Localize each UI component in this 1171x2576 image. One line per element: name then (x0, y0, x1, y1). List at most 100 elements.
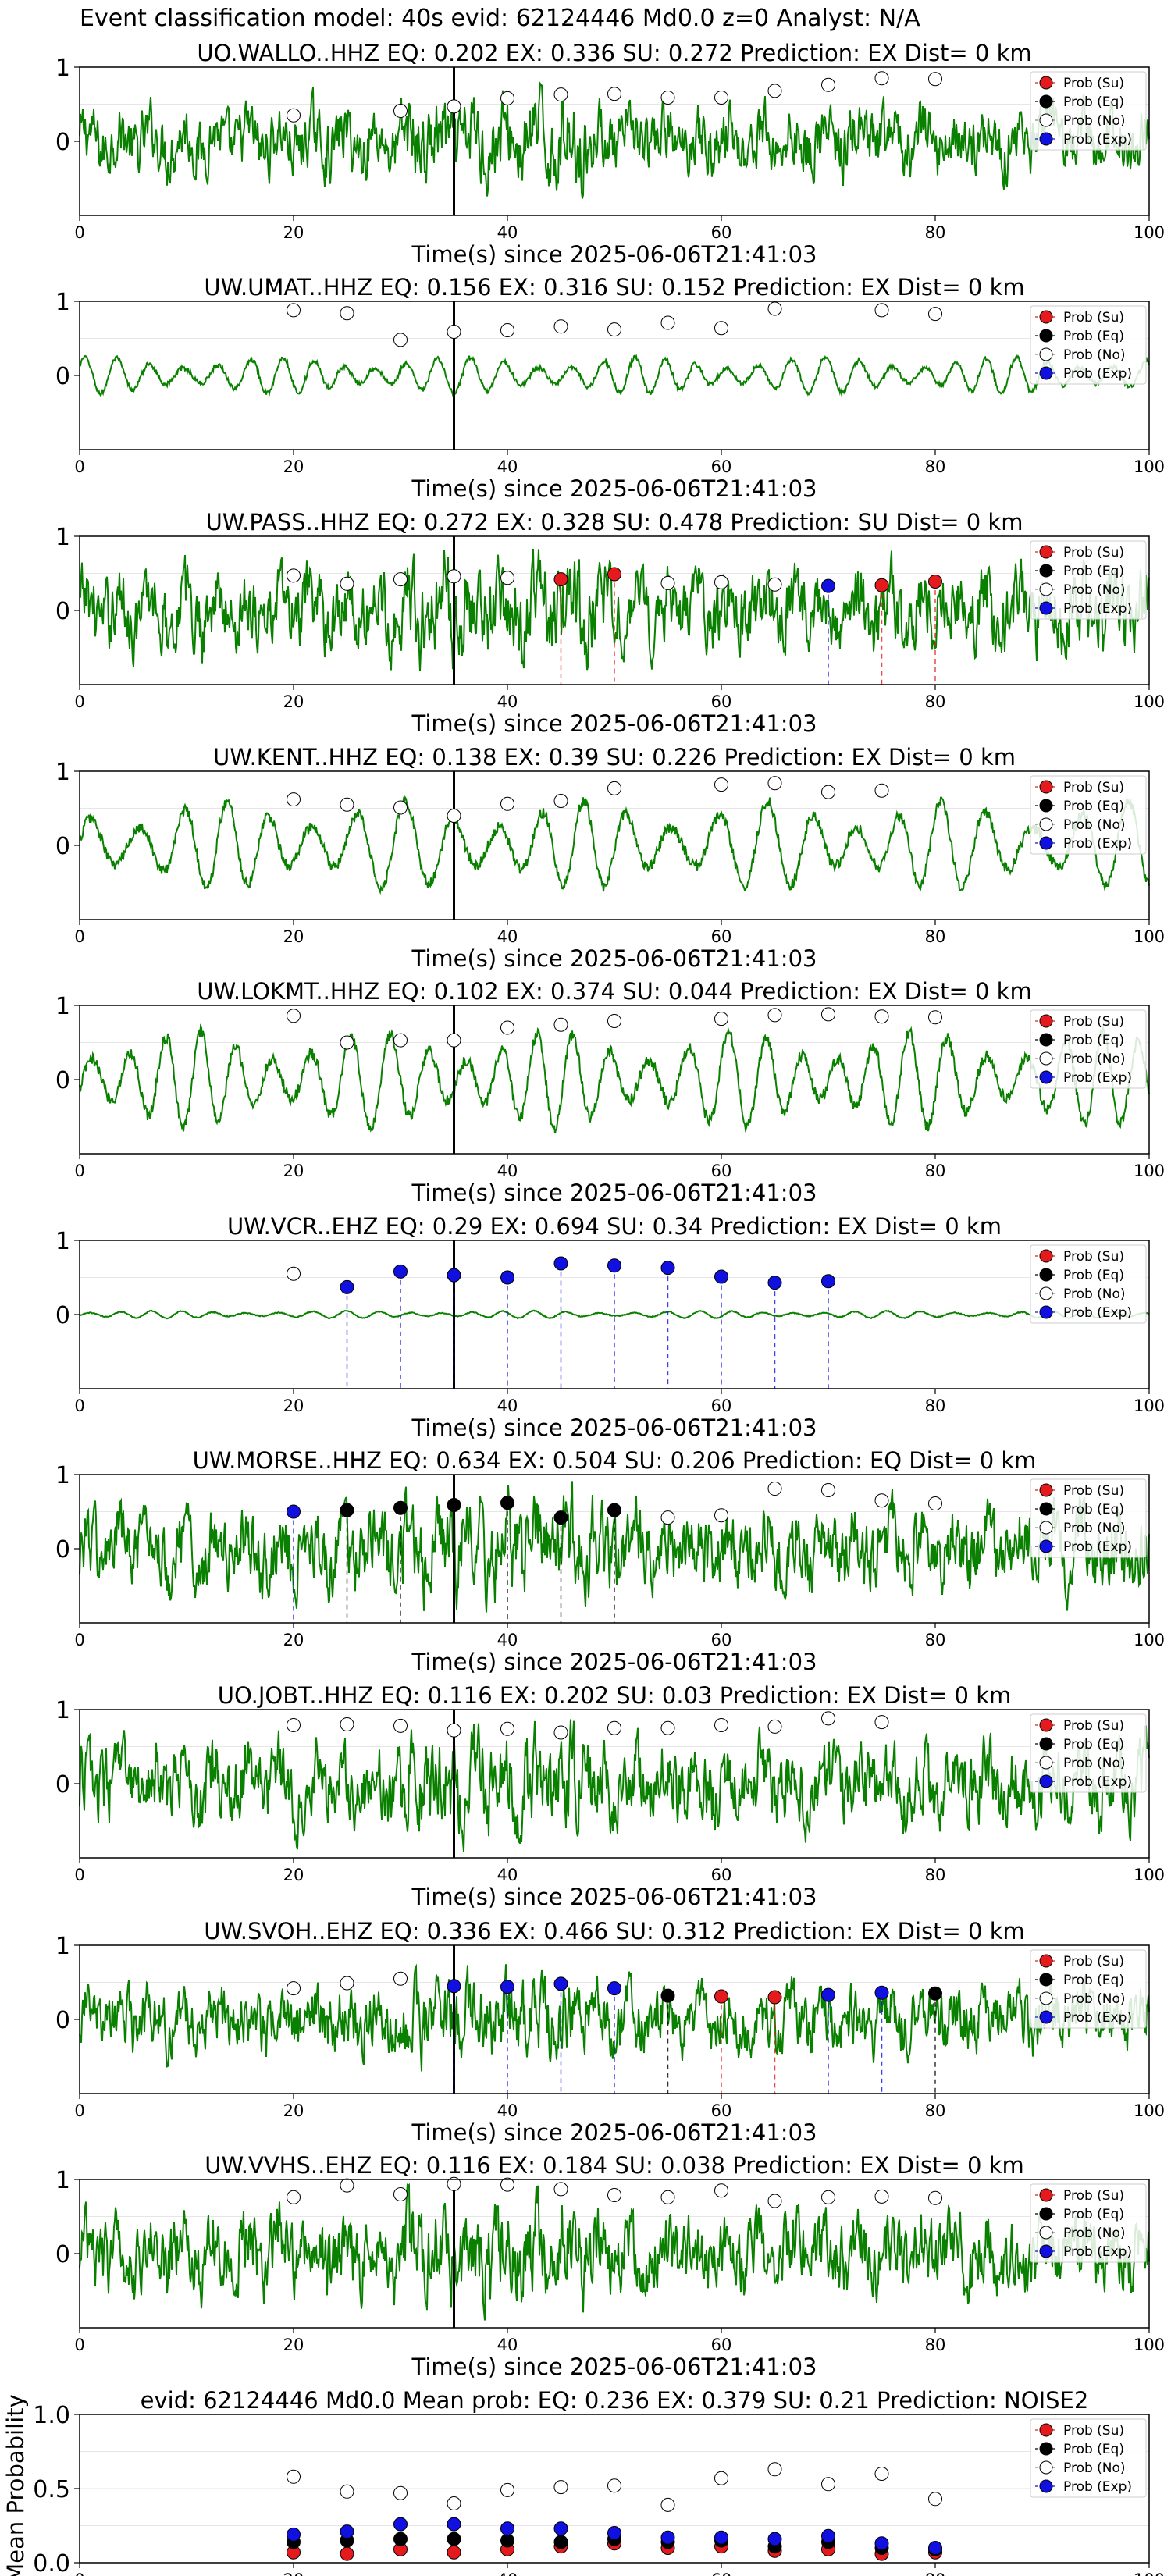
waveform-trace (79, 2183, 1150, 2321)
prob-marker-no (660, 2190, 675, 2204)
mean-prob-marker-no (874, 2467, 889, 2481)
panel-4: UW.KENT..HHZ EQ: 0.138 EX: 0.39 SU: 0.22… (55, 744, 1165, 972)
legend-label-no: Prob (No) (1063, 582, 1126, 598)
x-axis-label: Time(s) since 2025-06-06T21:41:03 (411, 2354, 817, 2380)
x-tick-label: 20 (283, 457, 304, 476)
legend-label-no: Prob (No) (1063, 2460, 1126, 2476)
panel-5: UW.LOKMT..HHZ EQ: 0.102 EX: 0.374 SU: 0.… (55, 978, 1165, 1206)
legend-marker-su (1039, 76, 1053, 90)
x-tick-label: 100 (1134, 1162, 1165, 1180)
x-tick-label: 80 (925, 2101, 946, 2120)
prob-marker-no (500, 1020, 514, 1035)
panel-1: UO.WALLO..HHZ EQ: 0.202 EX: 0.336 SU: 0.… (55, 40, 1165, 268)
legend: Prob (Su) Prob (Eq) Prob (No) Prob (Exp) (1030, 71, 1147, 151)
legend-label-eq: Prob (Eq) (1063, 94, 1124, 110)
prob-marker-no (287, 568, 301, 583)
legend-marker-exp (1039, 2244, 1053, 2258)
legend-label-exp: Prob (Exp) (1063, 2010, 1132, 2026)
legend-marker-su (1039, 1483, 1053, 1497)
prob-marker-no (607, 322, 621, 337)
y-tick-label: 1 (55, 1228, 70, 1255)
legend-label-eq: Prob (Eq) (1063, 2442, 1124, 2457)
prob-marker-no (874, 1493, 889, 1508)
panel-title: UW.VVHS..EHZ EQ: 0.116 EX: 0.184 SU: 0.0… (205, 2152, 1024, 2179)
legend-marker-no (1039, 2226, 1053, 2240)
mean-prob-marker-su (447, 2545, 461, 2560)
legend-marker-su (1039, 2188, 1053, 2202)
y-tick-label: 0 (55, 1536, 70, 1564)
legend: Prob (Su) Prob (Eq) Prob (No) Prob (Exp) (1030, 2183, 1147, 2263)
prob-marker-no (340, 2178, 354, 2193)
legend-marker-no (1039, 1051, 1053, 1066)
prob-marker-no (607, 1720, 621, 1735)
mean-prob-marker-no (928, 2492, 942, 2507)
prob-marker-su (928, 574, 942, 589)
mean-prob-marker-no (553, 2480, 568, 2495)
legend-label-no: Prob (No) (1063, 1756, 1126, 1771)
panel-title: UW.KENT..HHZ EQ: 0.138 EX: 0.39 SU: 0.22… (213, 744, 1016, 770)
x-axis-label: Time(s) since 2025-06-06T21:41:03 (411, 1884, 817, 1910)
legend: Prob (Su) Prob (Eq) Prob (No) Prob (Exp) (1030, 2418, 1147, 2498)
prob-marker-no (928, 1496, 942, 1511)
prob-marker-no (714, 1508, 728, 1523)
prob-marker-no (714, 321, 728, 336)
legend-marker-no (1039, 113, 1053, 127)
prob-marker-exp (821, 1987, 835, 2002)
y-tick-label: 0.0 (33, 2550, 70, 2576)
x-tick-label: 40 (497, 457, 518, 476)
x-tick-label: 60 (711, 1162, 732, 1180)
prob-marker-no (340, 1035, 354, 1050)
prob-marker-no (447, 1723, 461, 1738)
x-axis-label: Time(s) since 2025-06-06T21:41:03 (411, 945, 817, 972)
x-tick-label: 60 (711, 223, 732, 242)
prob-marker-exp (607, 1981, 621, 1996)
x-tick-label: 40 (497, 2336, 518, 2354)
x-tick-label: 80 (925, 1397, 946, 1415)
prob-marker-no (874, 71, 889, 86)
legend-label-exp: Prob (Exp) (1063, 132, 1132, 148)
y-tick-label: 0 (55, 833, 70, 860)
legend-label-su: Prob (Su) (1063, 1014, 1124, 1030)
prob-marker-no (287, 108, 301, 123)
prob-marker-eq (553, 1510, 568, 1525)
legend-marker-eq (1039, 94, 1053, 109)
panel-8: UO.JOBT..HHZ EQ: 0.116 EX: 0.202 SU: 0.0… (55, 1682, 1165, 1910)
x-tick-label: 0 (74, 1631, 84, 1649)
waveform-trace (79, 1481, 1150, 1613)
x-axis-label: Time(s) since 2025-06-06T21:41:03 (411, 1179, 817, 1206)
prob-marker-no (553, 1017, 568, 1032)
legend-marker-exp (1039, 366, 1053, 380)
x-tick-label: 20 (283, 1866, 304, 1884)
prob-marker-no (393, 1718, 408, 1733)
x-tick-label: 20 (283, 223, 304, 242)
prob-marker-no (874, 783, 889, 798)
prob-marker-no (821, 785, 835, 799)
prob-marker-no (714, 90, 728, 105)
x-tick-label: 60 (711, 1866, 732, 1884)
x-tick-label: 0 (74, 1866, 84, 1884)
prob-marker-no (607, 1013, 621, 1028)
legend-label-su: Prob (Su) (1063, 545, 1124, 560)
panel-title: UO.JOBT..HHZ EQ: 0.116 EX: 0.202 SU: 0.0… (218, 1682, 1012, 1709)
legend: Prob (Su) Prob (Eq) Prob (No) Prob (Exp) (1030, 1478, 1147, 1558)
prob-marker-no (928, 2190, 942, 2205)
legend-label-exp: Prob (Exp) (1063, 2479, 1132, 2495)
prob-marker-exp (500, 1270, 514, 1285)
prob-marker-no (447, 2176, 461, 2191)
legend-label-eq: Prob (Eq) (1063, 1973, 1124, 1988)
prob-marker-no (874, 1715, 889, 1730)
x-tick-label: 40 (497, 1866, 518, 1884)
mean-prob-marker-no (287, 2469, 301, 2484)
prob-marker-no (287, 1266, 301, 1281)
x-tick-label: 60 (711, 2336, 732, 2354)
prob-marker-no (928, 307, 942, 322)
legend-marker-no (1039, 2460, 1053, 2475)
mean-prob-marker-exp (660, 2530, 675, 2545)
prob-marker-no (660, 1510, 675, 1525)
legend-label-su: Prob (Su) (1063, 1954, 1124, 1969)
prob-marker-no (928, 72, 942, 87)
mean-prob-marker-eq (393, 2532, 408, 2546)
legend-box (1030, 71, 1147, 151)
prob-marker-no (340, 576, 354, 591)
mean-prob-marker-su (340, 2546, 354, 2561)
